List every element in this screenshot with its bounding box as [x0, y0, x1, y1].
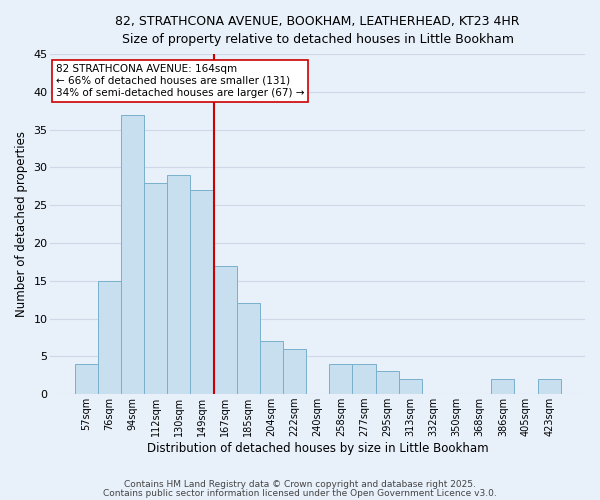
- Bar: [538, 379, 561, 394]
- Bar: [352, 364, 376, 394]
- Bar: [144, 182, 167, 394]
- Y-axis label: Number of detached properties: Number of detached properties: [15, 131, 28, 317]
- Bar: [283, 349, 306, 394]
- Bar: [376, 372, 399, 394]
- Bar: [260, 342, 283, 394]
- Bar: [237, 304, 260, 394]
- Title: 82, STRATHCONA AVENUE, BOOKHAM, LEATHERHEAD, KT23 4HR
Size of property relative : 82, STRATHCONA AVENUE, BOOKHAM, LEATHERH…: [115, 15, 520, 46]
- Bar: [121, 114, 144, 394]
- X-axis label: Distribution of detached houses by size in Little Bookham: Distribution of detached houses by size …: [147, 442, 488, 455]
- Bar: [75, 364, 98, 394]
- Bar: [491, 379, 514, 394]
- Text: Contains HM Land Registry data © Crown copyright and database right 2025.: Contains HM Land Registry data © Crown c…: [124, 480, 476, 489]
- Bar: [329, 364, 352, 394]
- Bar: [190, 190, 214, 394]
- Text: Contains public sector information licensed under the Open Government Licence v3: Contains public sector information licen…: [103, 488, 497, 498]
- Text: 82 STRATHCONA AVENUE: 164sqm
← 66% of detached houses are smaller (131)
34% of s: 82 STRATHCONA AVENUE: 164sqm ← 66% of de…: [56, 64, 304, 98]
- Bar: [399, 379, 422, 394]
- Bar: [98, 281, 121, 394]
- Bar: [167, 175, 190, 394]
- Bar: [214, 266, 237, 394]
